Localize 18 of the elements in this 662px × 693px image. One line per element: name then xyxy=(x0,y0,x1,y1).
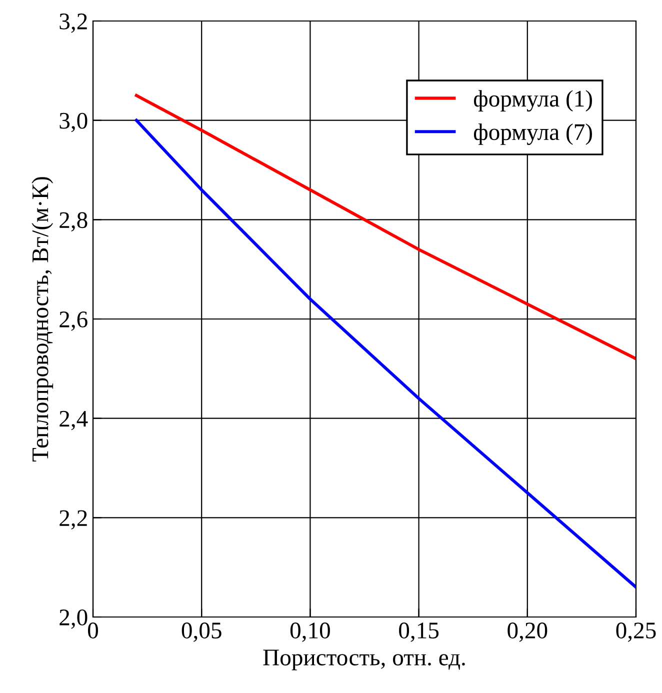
y-tick-label: 2,0 xyxy=(60,609,88,629)
y-axis-title: Теплопроводность, Вт/(м·К) xyxy=(32,177,54,462)
y-tick-label: 3,2 xyxy=(60,14,87,33)
x-tick-label: 0,25 xyxy=(616,622,656,642)
x-tick-label: 0,20 xyxy=(508,622,548,642)
y-tick-label: 2,8 xyxy=(60,212,88,232)
legend-label: формула (7) xyxy=(474,124,592,145)
legend-label: формула (1) xyxy=(474,90,592,112)
x-tick-label: 0,10 xyxy=(290,622,330,642)
y-tick-label: 2,6 xyxy=(60,312,88,331)
y-tick-label: 3,0 xyxy=(60,112,88,132)
y-tick-label: 2,2 xyxy=(60,510,87,530)
x-tick-label: 0,05 xyxy=(182,622,222,642)
x-tick-label: 0 xyxy=(88,622,98,638)
x-axis-title: Пористость, отн. ед. xyxy=(263,650,465,670)
y-tick-label: 2,4 xyxy=(60,410,88,430)
x-tick-label: 0,15 xyxy=(399,622,439,642)
line-series xyxy=(134,118,636,589)
